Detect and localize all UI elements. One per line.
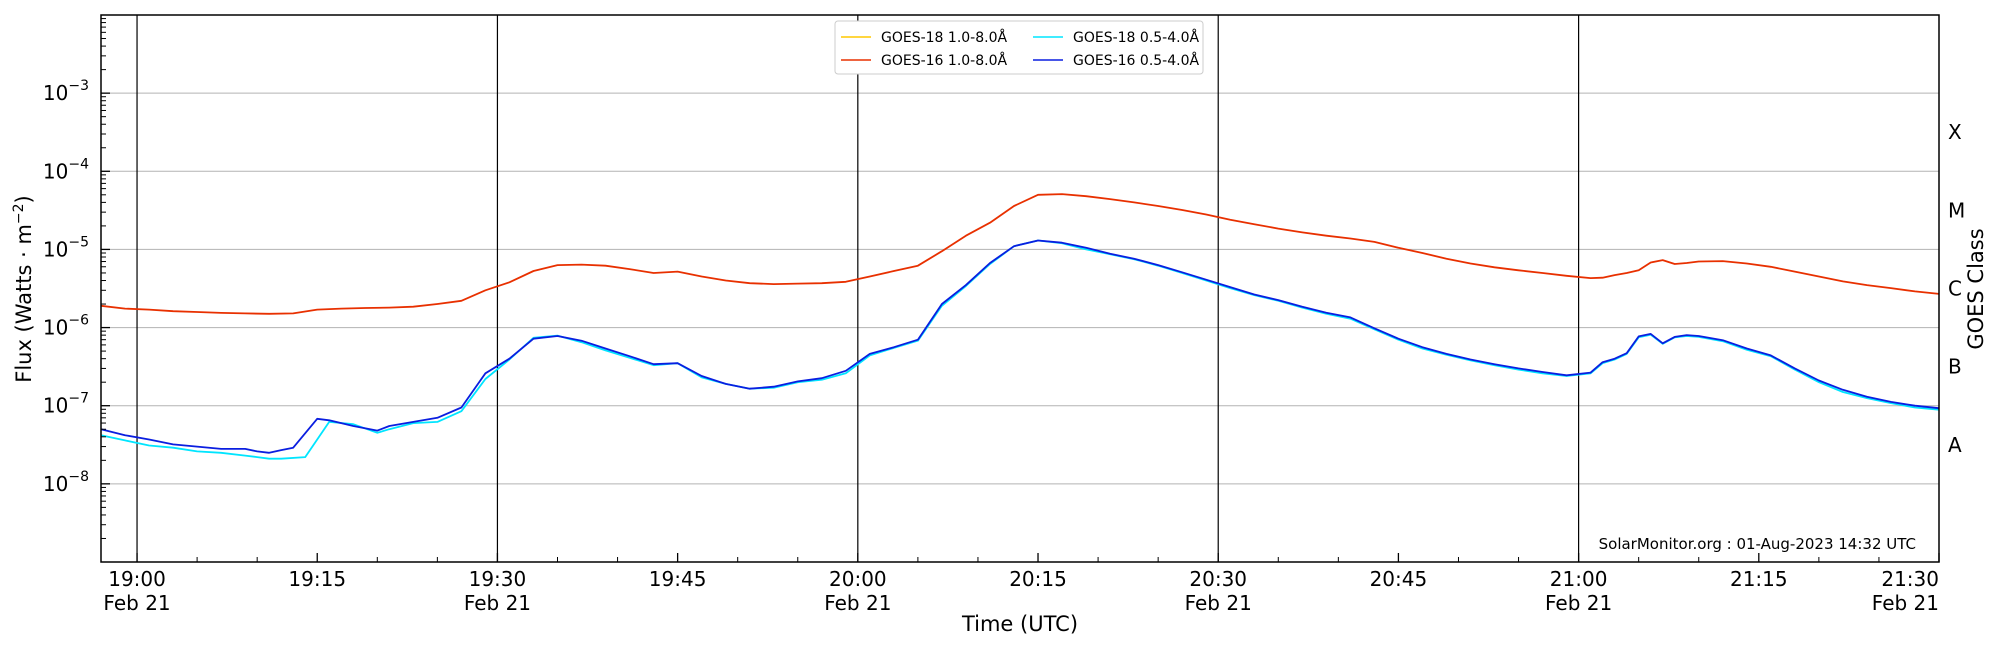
x-tick-date-label: Feb 21 [1545, 591, 1612, 615]
goes-class-label: M [1948, 198, 1965, 222]
x-tick-date-label: Feb 21 [103, 591, 170, 615]
y-tick-label: 10−7 [43, 391, 89, 418]
x-tick-label: 21:15 [1730, 567, 1788, 591]
y-tick-label: 10−4 [43, 156, 89, 183]
y-axis-title: Flux (Watts · m−2) [11, 195, 36, 383]
credit-text: SolarMonitor.org : 01-Aug-2023 14:32 UTC [1599, 535, 1916, 553]
goes-class-label: B [1948, 355, 1962, 379]
y-tick-label: 10−6 [43, 313, 89, 340]
x-tick-label: 20:00 [829, 567, 887, 591]
y-axis-title-main: Flux (Watts · m [12, 224, 36, 383]
goes-class-label: A [1948, 433, 1962, 457]
legend: GOES-18 1.0-8.0Å GOES-18 0.5-4.0Å GOES-1… [834, 20, 1204, 75]
y-tick-label: 10−3 [43, 78, 89, 105]
series-line-3 [100, 239, 1940, 454]
legend-label-goes16-long: GOES-16 1.0-8.0Å [881, 52, 1007, 69]
y-tick-label: 10−5 [43, 234, 89, 261]
y-tick-label: 10−8 [43, 469, 89, 496]
goes-class-axis-title: GOES Class [1964, 228, 1988, 349]
x-tick-label: 20:30 [1189, 567, 1247, 591]
x-tick-label: 20:45 [1370, 567, 1428, 591]
vertical-time-lines [136, 15, 1580, 562]
x-tick-label: 21:00 [1550, 567, 1608, 591]
legend-label-goes16-short: GOES-16 0.5-4.0Å [1073, 52, 1199, 69]
goes-class-label: C [1948, 277, 1962, 301]
x-tick-label: 19:45 [649, 567, 707, 591]
x-tick-date-label: Feb 21 [1185, 591, 1252, 615]
grid-lines [101, 92, 1939, 485]
x-end-date-label: Feb 21 [1872, 591, 1939, 615]
x-tick-label: 19:15 [288, 567, 346, 591]
series-lines [100, 193, 1940, 460]
x-tick-date-label: Feb 21 [824, 591, 891, 615]
x-axis-title: Time (UTC) [961, 612, 1078, 636]
x-end-time-label: 21:30 [1881, 567, 1939, 591]
legend-label-goes18-short: GOES-18 0.5-4.0Å [1073, 29, 1199, 46]
goes-class-label: X [1948, 120, 1962, 144]
y-axis-title-exponent: −2 [11, 203, 27, 224]
plot-frame [100, 14, 1940, 563]
y-axis-title-close: ) [12, 195, 36, 203]
legend-label-goes18-long: GOES-18 1.0-8.0Å [881, 29, 1007, 46]
series-line-2 [100, 193, 1940, 315]
x-tick-label: 19:30 [469, 567, 527, 591]
x-tick-label: 20:15 [1009, 567, 1067, 591]
legend-box [834, 20, 1204, 75]
x-tick-date-label: Feb 21 [464, 591, 531, 615]
x-tick-label: 19:00 [108, 567, 166, 591]
